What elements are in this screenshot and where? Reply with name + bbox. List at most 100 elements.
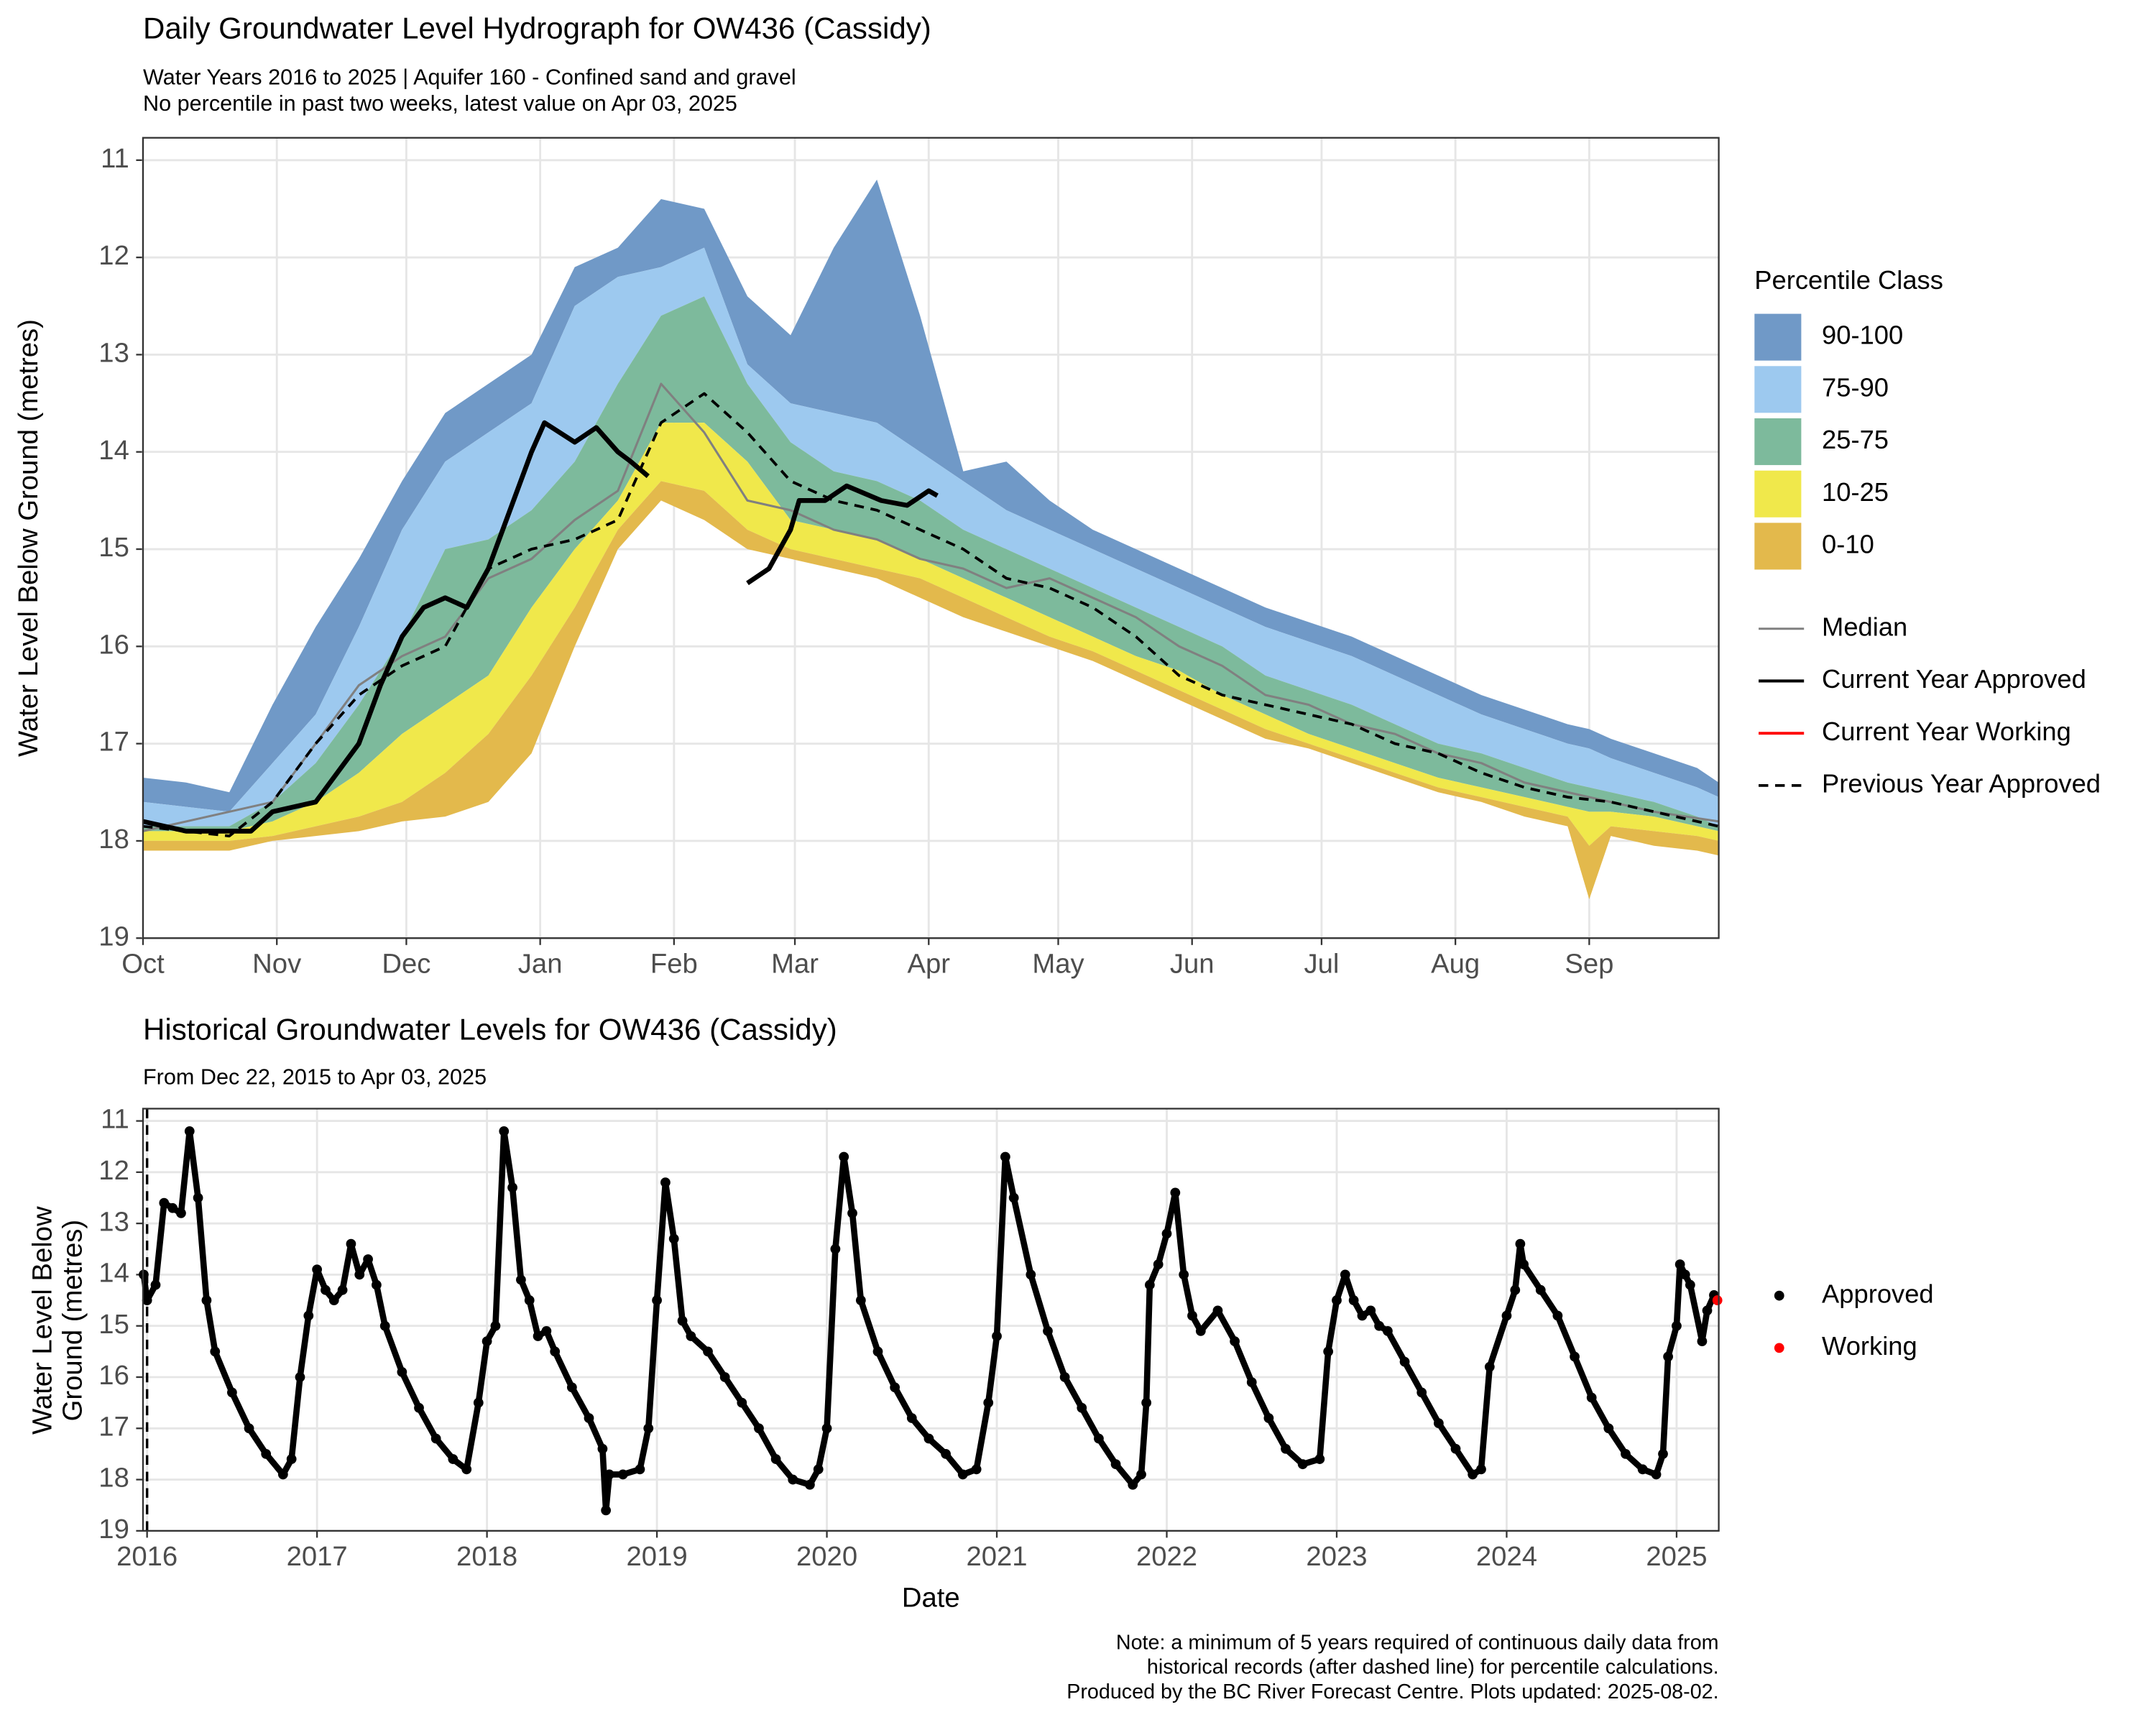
data-point [1450, 1443, 1461, 1454]
y-tick-label: 14 [98, 1258, 129, 1289]
x-tick-label: 2023 [1306, 1541, 1367, 1572]
series-line [142, 392, 1720, 838]
data-point [448, 1454, 459, 1464]
data-point [461, 1464, 472, 1475]
data-point [337, 1284, 348, 1295]
percentile-band [142, 247, 1719, 827]
data-point [1637, 1464, 1648, 1475]
data-point [1515, 1238, 1526, 1249]
data-point [363, 1254, 373, 1264]
data-point [1332, 1295, 1342, 1305]
x-tick-label: May [1032, 949, 1084, 980]
data-point [770, 1454, 781, 1464]
x-tick-label: Mar [771, 949, 819, 980]
data-point [1340, 1269, 1350, 1280]
data-point [847, 1208, 857, 1218]
data-point [566, 1382, 577, 1393]
y-tick-label: 14 [98, 435, 129, 466]
y-tick-label: 16 [98, 1360, 129, 1391]
data-point [176, 1208, 186, 1218]
data-point [1161, 1228, 1172, 1239]
data-point [524, 1295, 535, 1305]
data-point [1281, 1443, 1291, 1454]
x-tick-label: 2024 [1476, 1541, 1537, 1572]
data-point [328, 1295, 339, 1305]
data-point [652, 1295, 662, 1305]
data-point [321, 1284, 331, 1295]
legend-label: Current Year Working [1822, 717, 2071, 746]
data-point [660, 1177, 671, 1188]
x-tick-label: Sep [1565, 949, 1613, 980]
x-tick-label: 2022 [1136, 1541, 1197, 1572]
data-point [354, 1269, 365, 1280]
data-point [312, 1264, 323, 1275]
data-point [1179, 1269, 1189, 1280]
data-point [201, 1295, 212, 1305]
data-point [1323, 1346, 1334, 1357]
data-point [1702, 1305, 1713, 1316]
x-tick-label: Apr [908, 949, 951, 980]
data-point [830, 1243, 841, 1254]
data-point [1552, 1310, 1563, 1321]
data-point [719, 1372, 730, 1382]
data-point [1586, 1392, 1597, 1403]
y-axis-label: Ground (metres) [57, 1220, 88, 1422]
data-point [992, 1331, 1002, 1341]
data-point [414, 1402, 424, 1413]
data-point [1621, 1449, 1631, 1459]
data-point [805, 1479, 815, 1490]
data-point [1000, 1151, 1010, 1162]
x-tick-label: Nov [252, 949, 301, 980]
chart-title: Historical Groundwater Levels for OW436 … [143, 1012, 837, 1046]
note: historical records (after dashed line) f… [1147, 1656, 1719, 1679]
data-point [1658, 1449, 1668, 1459]
data-point [1059, 1372, 1070, 1382]
data-point [1110, 1459, 1121, 1470]
x-tick-label: Oct [121, 949, 165, 980]
data-point [983, 1397, 994, 1408]
data-point [550, 1346, 561, 1357]
note: Note: a minimum of 5 years required of c… [1116, 1631, 1719, 1654]
percentile-band [142, 296, 1719, 832]
data-point [516, 1274, 526, 1285]
data-point [1187, 1310, 1197, 1321]
data-point [1433, 1418, 1444, 1429]
legend-swatch [1754, 313, 1802, 361]
legend-label: Median [1822, 612, 1907, 641]
data-point [1136, 1469, 1146, 1480]
data-point [286, 1454, 297, 1464]
y-tick-label: 12 [98, 240, 129, 271]
data-point [295, 1372, 305, 1382]
data-point [1510, 1284, 1521, 1295]
data-point [533, 1331, 543, 1341]
plot-border [142, 137, 1720, 939]
y-tick-label: 16 [98, 629, 129, 660]
data-point [372, 1279, 382, 1290]
data-point [604, 1469, 614, 1480]
data-point [1663, 1351, 1673, 1362]
data-point [839, 1151, 849, 1162]
data-point [1263, 1413, 1274, 1423]
legend-swatch [1754, 470, 1802, 518]
data-point [1603, 1423, 1614, 1434]
data-point [906, 1413, 917, 1423]
data-point [1651, 1469, 1662, 1480]
y-tick-label: 12 [98, 1155, 129, 1186]
chart-title: Daily Groundwater Level Hydrograph for O… [143, 12, 931, 45]
legend-label: Previous Year Approved [1822, 768, 2101, 798]
data-point [261, 1449, 272, 1459]
data-point [1672, 1320, 1682, 1331]
x-tick-label: Feb [650, 949, 698, 980]
data-point [1246, 1377, 1257, 1388]
data-point [379, 1320, 390, 1331]
data-point [1468, 1469, 1478, 1480]
data-point [1008, 1192, 1019, 1203]
legend-label: Current Year Approved [1822, 664, 2086, 694]
data-point [167, 1202, 178, 1213]
legend-swatch [1754, 418, 1802, 466]
data-point [855, 1295, 866, 1305]
data-point [507, 1182, 517, 1193]
data-point [193, 1192, 203, 1203]
y-tick-label: 11 [101, 1104, 129, 1135]
data-point [1348, 1295, 1359, 1305]
